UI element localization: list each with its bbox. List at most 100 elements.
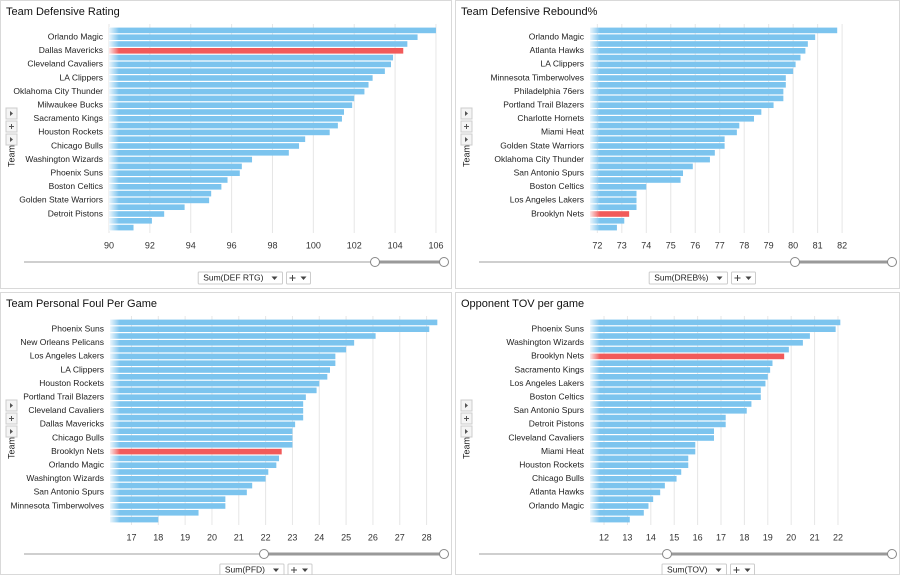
category-label: Brooklyn Nets bbox=[51, 446, 104, 456]
dropdown-icon[interactable] bbox=[716, 276, 723, 281]
bar bbox=[109, 204, 185, 210]
category-label: Washington Wizards bbox=[26, 473, 104, 483]
bar bbox=[109, 122, 338, 129]
measure-pill[interactable] bbox=[648, 271, 728, 285]
bar bbox=[110, 360, 336, 366]
bar bbox=[590, 218, 625, 224]
dropdown-icon[interactable] bbox=[715, 568, 722, 573]
bar-fade bbox=[110, 319, 120, 523]
bar bbox=[110, 333, 376, 339]
bar bbox=[590, 346, 789, 353]
category-label: Portland Trail Blazers bbox=[23, 391, 104, 401]
add-pill[interactable] bbox=[286, 271, 311, 285]
category-label: Golden State Warriors bbox=[500, 140, 584, 150]
category-label: Brooklyn Nets bbox=[531, 351, 584, 361]
bar bbox=[110, 401, 304, 407]
category-label: Portland Trail Blazers bbox=[503, 99, 584, 109]
bar bbox=[110, 482, 253, 489]
x-tick-label: 21 bbox=[810, 532, 820, 542]
arrow-icon bbox=[10, 137, 13, 142]
bar bbox=[109, 136, 306, 142]
bar bbox=[110, 462, 277, 468]
category-label: Orlando Magic bbox=[48, 31, 104, 41]
bar bbox=[590, 482, 665, 489]
bar bbox=[590, 82, 786, 88]
dropdown-icon[interactable] bbox=[271, 276, 278, 281]
bar bbox=[109, 48, 404, 54]
bar bbox=[110, 428, 293, 434]
category-label: Chicago Bulls bbox=[52, 432, 104, 442]
x-tick-label: 16 bbox=[693, 532, 703, 542]
x-tick-label: 18 bbox=[153, 532, 163, 542]
bar bbox=[109, 95, 355, 102]
slider-handle[interactable] bbox=[887, 257, 897, 267]
bar bbox=[590, 116, 754, 122]
bar bbox=[590, 204, 637, 210]
dropdown-icon[interactable] bbox=[745, 276, 752, 281]
bar bbox=[590, 156, 710, 163]
y-axis-label: Team bbox=[6, 437, 16, 459]
x-tick-label: 23 bbox=[287, 532, 297, 542]
x-tick-label: 20 bbox=[786, 532, 796, 542]
y-axis-label: Team bbox=[6, 145, 16, 167]
slider-handle[interactable] bbox=[887, 549, 897, 559]
slider-handle[interactable] bbox=[370, 257, 380, 267]
arrow-icon bbox=[10, 429, 13, 434]
slider-handle[interactable] bbox=[259, 549, 269, 559]
bar bbox=[590, 102, 774, 108]
bar bbox=[590, 421, 726, 428]
slider-handle[interactable] bbox=[439, 257, 449, 267]
category-label: LA Clippers bbox=[60, 72, 103, 82]
y-axis-label: Team bbox=[461, 145, 471, 167]
bar bbox=[590, 503, 649, 509]
add-pill[interactable] bbox=[730, 563, 755, 575]
measure-pill[interactable] bbox=[197, 271, 283, 285]
bar bbox=[590, 380, 766, 387]
x-tick-label: 90 bbox=[104, 240, 114, 250]
bar bbox=[590, 442, 696, 448]
arrow-icon bbox=[465, 429, 468, 434]
category-label: Minnesota Timberwolves bbox=[10, 500, 104, 510]
x-tick-label: 21 bbox=[234, 532, 244, 542]
slider-handle[interactable] bbox=[790, 257, 800, 267]
bar bbox=[109, 150, 289, 156]
dropdown-icon[interactable] bbox=[273, 568, 279, 573]
x-tick-label: 78 bbox=[739, 240, 749, 250]
bar bbox=[590, 496, 654, 502]
category-label: Boston Celtics bbox=[530, 181, 584, 191]
add-pill[interactable] bbox=[287, 563, 313, 575]
bar bbox=[590, 88, 784, 95]
bar bbox=[590, 462, 689, 468]
measure-pill[interactable] bbox=[661, 563, 727, 575]
x-tick-label: 20 bbox=[207, 532, 217, 542]
slider-handle[interactable] bbox=[439, 549, 449, 559]
category-label: Los Angeles Lakers bbox=[510, 195, 584, 205]
category-label: San Antonio Spurs bbox=[34, 487, 104, 497]
x-tick-label: 24 bbox=[314, 532, 324, 542]
category-label: Washington Wizards bbox=[506, 337, 584, 347]
bar bbox=[110, 340, 355, 346]
chart-title: Team Defensive Rating bbox=[6, 6, 120, 18]
bar bbox=[590, 41, 808, 47]
arrow-icon bbox=[465, 137, 468, 142]
bar bbox=[590, 150, 715, 156]
bar bbox=[109, 129, 330, 136]
bar bbox=[590, 428, 714, 434]
measure-pill[interactable] bbox=[219, 563, 285, 575]
bar bbox=[109, 109, 344, 115]
bar bbox=[590, 54, 801, 61]
x-tick-label: 104 bbox=[388, 240, 403, 250]
add-pill[interactable] bbox=[731, 271, 756, 285]
category-label: San Antonio Spurs bbox=[514, 167, 584, 177]
dropdown-icon[interactable] bbox=[302, 568, 308, 573]
bar bbox=[110, 421, 296, 428]
bar bbox=[590, 469, 682, 475]
bar bbox=[109, 88, 365, 95]
x-tick-label: 81 bbox=[813, 240, 823, 250]
x-tick-label: 22 bbox=[261, 532, 271, 542]
bar bbox=[590, 516, 630, 523]
slider-handle[interactable] bbox=[662, 549, 672, 559]
dropdown-icon[interactable] bbox=[744, 568, 751, 573]
x-tick-label: 22 bbox=[833, 532, 843, 542]
dropdown-icon[interactable] bbox=[300, 276, 307, 281]
